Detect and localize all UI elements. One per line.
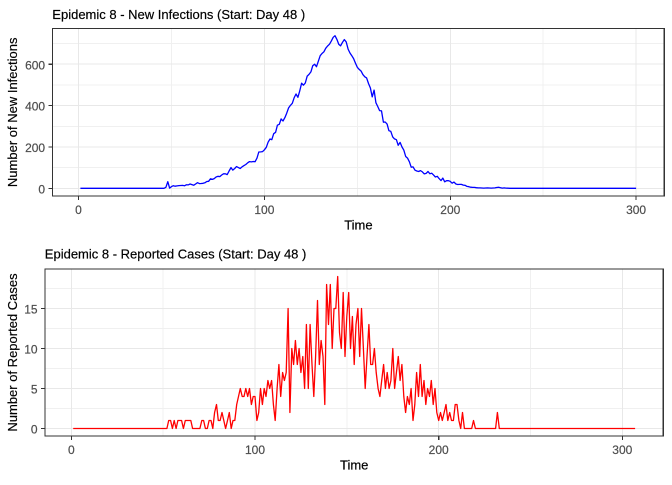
svg-text:Epidemic 8 - New Infections (S: Epidemic 8 - New Infections (Start: Day … <box>52 7 305 22</box>
svg-text:10: 10 <box>24 343 38 357</box>
svg-text:0: 0 <box>38 182 45 196</box>
svg-text:Number of Reported Cases: Number of Reported Cases <box>5 273 20 432</box>
svg-text:Time: Time <box>340 458 368 473</box>
svg-text:300: 300 <box>626 203 646 217</box>
svg-text:100: 100 <box>254 203 274 217</box>
svg-text:600: 600 <box>25 58 45 72</box>
svg-text:0: 0 <box>75 203 82 217</box>
svg-text:200: 200 <box>429 443 449 457</box>
svg-text:100: 100 <box>245 443 265 457</box>
svg-text:200: 200 <box>440 203 460 217</box>
svg-text:0: 0 <box>31 423 38 437</box>
svg-text:400: 400 <box>25 100 45 114</box>
svg-text:Time: Time <box>344 218 372 233</box>
svg-text:5: 5 <box>31 383 38 397</box>
svg-text:Epidemic 8 - Reported Cases (S: Epidemic 8 - Reported Cases (Start: Day … <box>45 247 307 262</box>
svg-text:300: 300 <box>612 443 632 457</box>
svg-text:0: 0 <box>68 443 75 457</box>
svg-text:15: 15 <box>24 303 38 317</box>
svg-text:Number of New Infections: Number of New Infections <box>5 37 20 187</box>
svg-text:200: 200 <box>25 141 45 155</box>
